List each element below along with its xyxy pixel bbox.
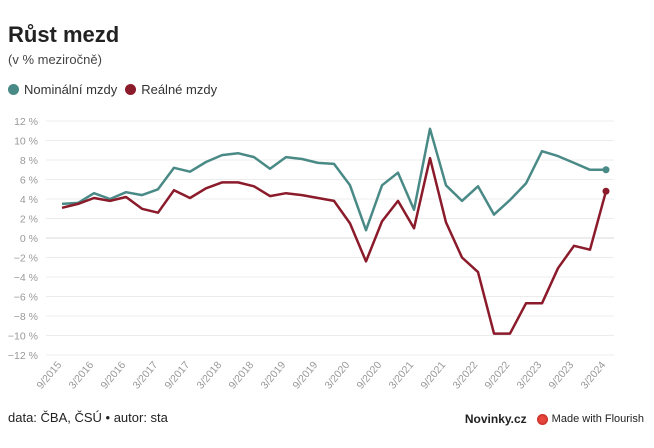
y-tick-label: 12 %: [14, 116, 38, 128]
x-tick-label: 9/2019: [290, 359, 320, 391]
line-chart: 12 % 10 % 8 % 6 % 4 % 2 % 0 % −2 % −4 % −6 % −8 % −…: [8, 116, 614, 392]
chart-subtitle: (v % meziročně): [8, 52, 102, 67]
series-line-real: [61, 156, 608, 335]
legend-swatch-nominal: [8, 84, 19, 95]
y-axis-labels: 12 % 10 % 8 % 6 % 4 % 2 % 0 % −2 % −4 % −6 % −8 % −…: [8, 116, 38, 362]
x-tick-label: 3/2017: [130, 359, 160, 391]
x-tick-label: 3/2023: [514, 359, 544, 391]
x-tick-label: 3/2022: [450, 359, 480, 391]
y-tick-label: −8 %: [14, 311, 38, 323]
legend-label-nominal: Nominální mzdy: [24, 82, 118, 97]
x-tick-label: 9/2021: [418, 359, 448, 391]
y-tick-label: 8 %: [20, 155, 38, 167]
legend: Nominální mzdy Reálné mzdy: [8, 82, 217, 97]
y-tick-label: −6 %: [14, 292, 38, 304]
flourish-label: Made with Flourish: [551, 413, 644, 425]
x-tick-label: 9/2016: [98, 359, 128, 391]
source-note: data: ČBA, ČSÚ • autor: sta: [8, 410, 168, 425]
end-point-nominal: [602, 166, 610, 174]
y-tick-label: 4 %: [20, 194, 38, 206]
chart-title: Růst mezd: [8, 22, 120, 47]
legend-label-real: Reálné mzdy: [141, 82, 218, 97]
y-tick-label: −12 %: [8, 350, 38, 362]
x-tick-label: 3/2016: [66, 359, 96, 391]
x-tick-label: 3/2018: [194, 359, 224, 391]
flourish-credit[interactable]: Made with Flourish: [536, 413, 644, 425]
x-tick-label: 3/2019: [258, 359, 288, 391]
grid: [46, 120, 614, 356]
y-tick-label: −2 %: [14, 253, 38, 265]
end-point-real: [602, 187, 610, 195]
x-tick-label: 9/2020: [354, 359, 384, 391]
x-tick-label: 9/2015: [34, 359, 64, 391]
y-tick-label: 2 %: [20, 214, 38, 226]
series-line-nominal: [61, 127, 606, 232]
y-tick-label: 6 %: [20, 175, 38, 187]
x-tick-label: 9/2022: [482, 359, 512, 391]
series-points: [602, 166, 610, 195]
flourish-icon: [536, 413, 548, 425]
novinky-logo[interactable]: Novinky.cz: [464, 412, 527, 426]
x-tick-label: 3/2021: [386, 359, 416, 391]
legend-item-nominal[interactable]: Nominální mzdy: [8, 82, 117, 97]
x-tick-label: 9/2023: [546, 359, 576, 391]
legend-item-real[interactable]: Reálné mzdy: [125, 82, 217, 97]
x-tick-label: 3/2024: [578, 359, 608, 391]
x-tick-label: 3/2020: [322, 359, 352, 391]
branding: Novinky.cz Made with Flourish: [465, 412, 644, 426]
series-lines: [61, 127, 608, 335]
x-tick-label: 9/2018: [226, 359, 256, 391]
y-tick-label: −10 %: [8, 331, 38, 343]
y-tick-label: 0 %: [20, 233, 38, 245]
x-axis-labels: 9/2015 3/2016 9/2016 3/2017 9/2017 3/2018 9/20…: [34, 359, 608, 391]
legend-swatch-real: [125, 84, 137, 95]
y-tick-label: −4 %: [14, 272, 38, 284]
x-tick-label: 9/2017: [162, 359, 192, 391]
y-tick-label: 10 %: [14, 136, 38, 148]
